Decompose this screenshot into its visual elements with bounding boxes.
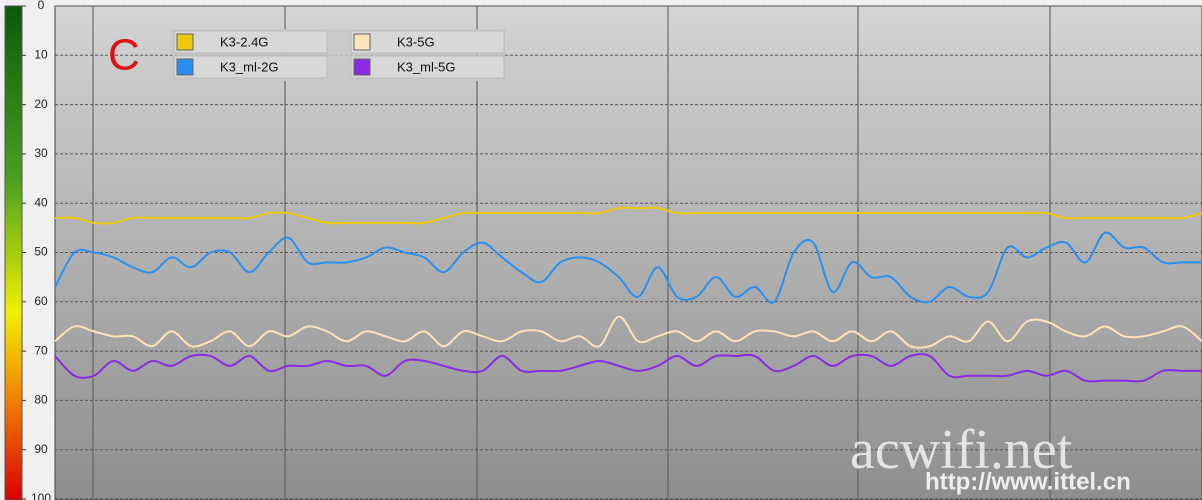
y-tick-label: 50 xyxy=(34,245,48,259)
legend-swatch xyxy=(176,33,194,51)
y-tick-label: 40 xyxy=(34,195,48,209)
y-tick-label: 30 xyxy=(34,146,48,160)
legend-label: K3-2.4G xyxy=(220,34,268,49)
y-tick-label: 100 xyxy=(31,491,51,500)
series-line xyxy=(54,315,1202,349)
legend-label: K3-5G xyxy=(397,34,435,49)
legend-row xyxy=(173,55,328,79)
legend: K3-2.4G K3_ml-2G K3-5G K3_ml-5G xyxy=(173,30,505,79)
legend-swatch xyxy=(353,33,371,51)
y-tick-label: 70 xyxy=(34,343,48,357)
legend-swatch xyxy=(353,58,371,76)
y-tick-label: 10 xyxy=(34,47,48,61)
watermark-url: http://www.ittel.cn xyxy=(925,468,1131,495)
watermark: acwifi.net xyxy=(850,419,1073,481)
series-line xyxy=(54,206,1202,225)
color-scale xyxy=(4,5,23,500)
y-tick-label: 60 xyxy=(34,294,48,308)
series-line xyxy=(54,231,1202,304)
legend-row xyxy=(350,30,505,54)
legend-row xyxy=(350,55,505,79)
y-tick-label: 80 xyxy=(34,393,48,407)
lines xyxy=(54,206,1202,383)
legend-swatch xyxy=(176,58,194,76)
legend-row xyxy=(173,30,328,54)
legend-label: K3_ml-2G xyxy=(220,59,279,74)
y-tick-label: 0 xyxy=(38,0,45,12)
series-line xyxy=(54,353,1202,383)
legend-label: K3_ml-5G xyxy=(397,59,456,74)
annotation: C xyxy=(108,31,140,80)
y-tick-label: 20 xyxy=(34,97,48,111)
y-tick-label: 90 xyxy=(34,442,48,456)
